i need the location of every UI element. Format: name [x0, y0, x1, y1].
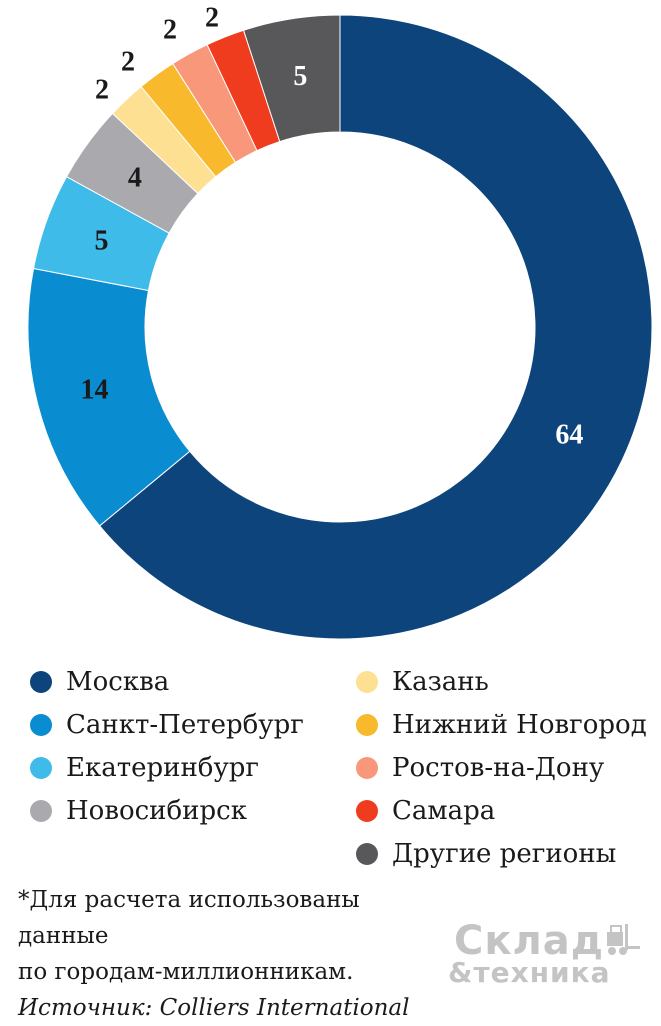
chart-legend: Москва Санкт-Петербург Екатеринбург Новосиб… — [0, 662, 661, 882]
legend-label: Нижний Новгород — [392, 710, 647, 740]
legend-label: Москва — [66, 667, 170, 697]
data-label-другие-регионы: 5 — [293, 61, 307, 92]
legend-swatch — [356, 843, 378, 865]
legend-label: Казань — [392, 667, 489, 697]
data-label-нижний-новгород: 2 — [121, 47, 135, 78]
legend-item-казань: Казань — [356, 662, 489, 702]
legend-label: Санкт-Петербург — [66, 710, 304, 740]
legend-label: Самара — [392, 796, 496, 826]
legend-label: Ростов-на-Дону — [392, 753, 605, 783]
footnote-line-1: *Для расчета использованы данные — [18, 887, 360, 949]
footnote: *Для расчета использованы данные по горо… — [18, 882, 438, 1026]
data-label-ростов-на-дону: 2 — [163, 15, 177, 46]
legend-swatch — [356, 800, 378, 822]
forklift-icon — [607, 924, 640, 955]
data-label-казань: 2 — [95, 75, 109, 106]
legend-item-москва: Москва — [30, 662, 169, 702]
data-label-санкт-петербург: 14 — [80, 375, 108, 406]
publisher-logo: Склад &техника — [444, 918, 649, 994]
legend-item-новосибирск: Новосибирск — [30, 791, 247, 831]
legend-item-нижний-новгород: Нижний Новгород — [356, 705, 647, 745]
data-label-самара: 2 — [205, 3, 219, 34]
legend-swatch — [30, 714, 52, 736]
legend-item-санкт-петербург: Санкт-Петербург — [30, 705, 304, 745]
logo-line-2: &техника — [448, 956, 611, 989]
legend-item-другие-регионы: Другие регионы — [356, 834, 616, 874]
legend-swatch — [356, 671, 378, 693]
legend-label: Другие регионы — [392, 839, 617, 869]
legend-label: Екатеринбург — [66, 753, 260, 783]
donut-chart: 64 14 5 4 2 2 2 2 5 — [27, 3, 653, 640]
legend-label: Новосибирск — [66, 796, 247, 826]
legend-swatch — [30, 800, 52, 822]
source-note: Источник: Colliers International — [18, 995, 410, 1021]
footnote-line-2: по городам-миллионникам. — [18, 959, 354, 985]
legend-item-самара: Самара — [356, 791, 495, 831]
data-label-екатеринбург: 5 — [94, 226, 108, 257]
slice-москва — [98, 14, 653, 640]
legend-swatch — [30, 757, 52, 779]
legend-item-ростов-на-дону: Ростов-на-Дону — [356, 748, 604, 788]
logo-line-1: Склад — [454, 918, 605, 964]
data-label-новосибирск: 4 — [128, 162, 142, 193]
slice-другие-регионы — [242, 14, 341, 143]
legend-swatch — [356, 757, 378, 779]
legend-swatch — [356, 714, 378, 736]
legend-swatch — [30, 671, 52, 693]
legend-item-екатеринбург: Екатеринбург — [30, 748, 259, 788]
data-label-москва: 64 — [555, 419, 583, 450]
